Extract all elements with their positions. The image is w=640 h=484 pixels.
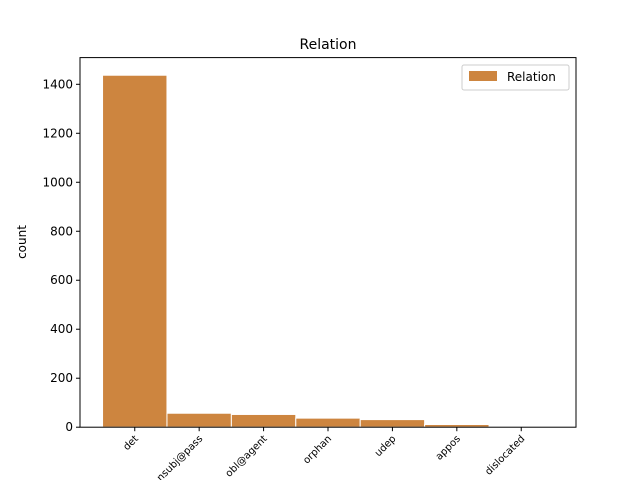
- x-tick-label: nsubj@pass: [155, 434, 205, 480]
- y-tick-label: 800: [50, 224, 73, 238]
- chart-title: Relation: [300, 37, 357, 53]
- y-tick-label: 200: [50, 371, 73, 385]
- x-tick-label: appos: [434, 434, 463, 463]
- y-tick-label: 1400: [42, 77, 73, 91]
- y-tick-label: 400: [50, 322, 73, 336]
- bar-udep: [360, 420, 424, 428]
- y-tick-label: 1000: [42, 175, 73, 189]
- x-tick-label: udep: [373, 434, 399, 460]
- x-tick-label: obl@agent: [224, 433, 270, 479]
- x-tick-label: orphan: [301, 434, 334, 467]
- y-tick-label: 0: [65, 420, 73, 434]
- bar-nsubj@pass: [167, 413, 231, 427]
- legend-label: Relation: [507, 70, 556, 84]
- legend-swatch: [469, 71, 497, 81]
- x-tick-label: det: [121, 433, 140, 452]
- bar-obl@agent: [231, 414, 295, 427]
- bar-orphan: [296, 418, 360, 427]
- x-tick-label: dislocated: [483, 434, 527, 478]
- y-tick-label: 600: [50, 273, 73, 287]
- bar-det: [103, 75, 167, 427]
- legend: Relation: [462, 65, 569, 90]
- y-tick-label: 1200: [42, 126, 73, 140]
- y-axis-label: count: [15, 225, 29, 259]
